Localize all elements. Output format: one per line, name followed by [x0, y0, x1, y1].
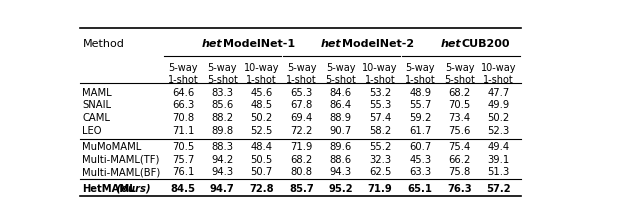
Text: 68.2: 68.2 [291, 155, 313, 165]
Text: 71.9: 71.9 [291, 142, 313, 152]
Text: 75.7: 75.7 [172, 155, 195, 165]
Text: 32.3: 32.3 [369, 155, 391, 165]
Text: 70.5: 70.5 [448, 100, 470, 110]
Text: 49.4: 49.4 [488, 142, 509, 152]
Text: 5-way
5-shot: 5-way 5-shot [444, 63, 475, 85]
Text: 88.9: 88.9 [330, 113, 352, 123]
Text: 80.8: 80.8 [291, 167, 313, 177]
Text: 69.4: 69.4 [291, 113, 313, 123]
Text: 71.1: 71.1 [172, 126, 195, 136]
Text: 55.7: 55.7 [409, 100, 431, 110]
Text: 48.4: 48.4 [250, 142, 273, 152]
Text: Multi-MAML(TF): Multi-MAML(TF) [83, 155, 160, 165]
Text: 65.3: 65.3 [291, 88, 313, 98]
Text: 60.7: 60.7 [409, 142, 431, 152]
Text: 5-way
1-shot: 5-way 1-shot [168, 63, 198, 85]
Text: MAML: MAML [83, 88, 112, 98]
Text: 52.3: 52.3 [488, 126, 509, 136]
Text: 50.7: 50.7 [250, 167, 273, 177]
Text: 50.2: 50.2 [250, 113, 273, 123]
Text: 94.3: 94.3 [330, 167, 352, 177]
Text: 72.2: 72.2 [291, 126, 313, 136]
Text: 71.9: 71.9 [368, 184, 392, 194]
Text: 94.3: 94.3 [211, 167, 234, 177]
Text: 63.3: 63.3 [409, 167, 431, 177]
Text: HetMAML: HetMAML [83, 184, 136, 194]
Text: 10-way
1-shot: 10-way 1-shot [244, 63, 279, 85]
Text: 66.2: 66.2 [448, 155, 470, 165]
Text: 39.1: 39.1 [488, 155, 509, 165]
Text: 66.3: 66.3 [172, 100, 195, 110]
Text: 84.6: 84.6 [330, 88, 352, 98]
Text: 10-way
1-shot: 10-way 1-shot [362, 63, 398, 85]
Text: 70.8: 70.8 [172, 113, 194, 123]
Text: ModelNet-1: ModelNet-1 [223, 39, 295, 49]
Text: 5-way
1-shot: 5-way 1-shot [405, 63, 436, 85]
Text: Multi-MAML(BF): Multi-MAML(BF) [83, 167, 161, 177]
Text: 65.1: 65.1 [408, 184, 433, 194]
Text: 89.8: 89.8 [211, 126, 234, 136]
Text: CUB200: CUB200 [461, 39, 510, 49]
Text: 84.5: 84.5 [171, 184, 196, 194]
Text: 83.3: 83.3 [211, 88, 234, 98]
Text: 86.4: 86.4 [330, 100, 352, 110]
Text: 89.6: 89.6 [330, 142, 352, 152]
Text: 57.4: 57.4 [369, 113, 391, 123]
Text: 47.7: 47.7 [488, 88, 509, 98]
Text: 67.8: 67.8 [291, 100, 313, 110]
Text: 45.6: 45.6 [250, 88, 273, 98]
Text: 51.3: 51.3 [488, 167, 509, 177]
Text: 58.2: 58.2 [369, 126, 391, 136]
Text: 94.7: 94.7 [210, 184, 235, 194]
Text: 90.7: 90.7 [330, 126, 352, 136]
Text: 5-way
5-shot: 5-way 5-shot [326, 63, 356, 85]
Text: 49.9: 49.9 [488, 100, 509, 110]
Text: 50.5: 50.5 [250, 155, 273, 165]
Text: het: het [441, 39, 461, 49]
Text: 75.8: 75.8 [448, 167, 470, 177]
Text: 72.8: 72.8 [249, 184, 274, 194]
Text: 75.6: 75.6 [448, 126, 470, 136]
Text: CAML: CAML [83, 113, 110, 123]
Text: het: het [202, 39, 223, 49]
Text: 64.6: 64.6 [172, 88, 195, 98]
Text: 88.2: 88.2 [211, 113, 234, 123]
Text: 88.3: 88.3 [211, 142, 234, 152]
Text: ModelNet-2: ModelNet-2 [342, 39, 414, 49]
Text: 88.6: 88.6 [330, 155, 352, 165]
Text: 5-way
1-shot: 5-way 1-shot [286, 63, 317, 85]
Text: 10-way
1-shot: 10-way 1-shot [481, 63, 516, 85]
Text: 62.5: 62.5 [369, 167, 391, 177]
Text: 76.1: 76.1 [172, 167, 195, 177]
Text: 59.2: 59.2 [409, 113, 431, 123]
Text: 50.2: 50.2 [488, 113, 509, 123]
Text: 61.7: 61.7 [409, 126, 431, 136]
Text: 70.5: 70.5 [172, 142, 195, 152]
Text: 73.4: 73.4 [449, 113, 470, 123]
Text: 55.3: 55.3 [369, 100, 391, 110]
Text: 45.3: 45.3 [409, 155, 431, 165]
Text: 95.2: 95.2 [328, 184, 353, 194]
Text: 75.4: 75.4 [448, 142, 470, 152]
Text: 55.2: 55.2 [369, 142, 391, 152]
Text: 48.5: 48.5 [250, 100, 273, 110]
Text: Method: Method [83, 39, 124, 49]
Text: het: het [321, 39, 342, 49]
Text: MuMoMAML: MuMoMAML [83, 142, 141, 152]
Text: SNAIL: SNAIL [83, 100, 111, 110]
Text: (ours): (ours) [113, 184, 150, 194]
Text: 48.9: 48.9 [409, 88, 431, 98]
Text: 57.2: 57.2 [486, 184, 511, 194]
Text: 5-way
5-shot: 5-way 5-shot [207, 63, 238, 85]
Text: 68.2: 68.2 [448, 88, 470, 98]
Text: 85.6: 85.6 [211, 100, 234, 110]
Text: 85.7: 85.7 [289, 184, 314, 194]
Text: 94.2: 94.2 [211, 155, 234, 165]
Text: 53.2: 53.2 [369, 88, 391, 98]
Text: 76.3: 76.3 [447, 184, 472, 194]
Text: 52.5: 52.5 [250, 126, 273, 136]
Text: LEO: LEO [83, 126, 102, 136]
